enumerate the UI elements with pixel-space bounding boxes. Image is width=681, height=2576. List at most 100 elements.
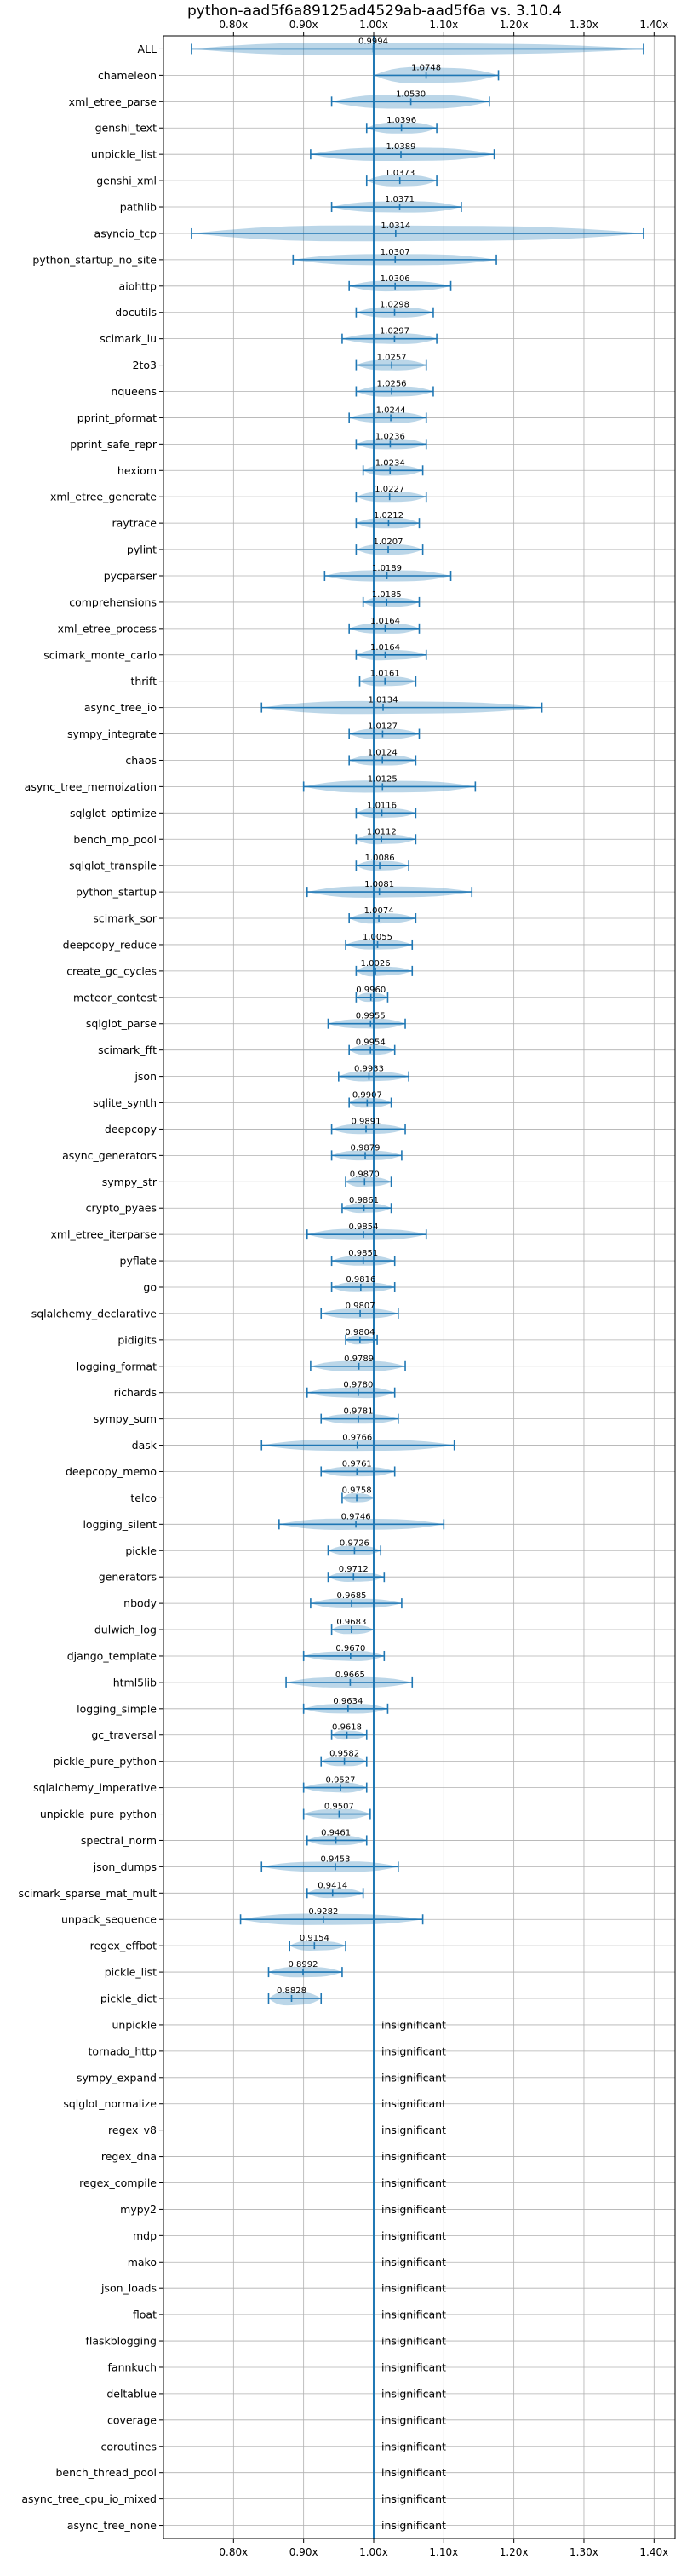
benchmark-label: xml_etree_process xyxy=(58,622,157,635)
x-tick-label-bottom: 1.30x xyxy=(569,2546,598,2558)
value-label: 0.9781 xyxy=(343,1407,373,1417)
chart-title: python-aad5f6a89125ad4529ab-aad5f6a vs. … xyxy=(187,3,562,20)
value-label: 1.0748 xyxy=(411,63,441,72)
benchmark-label: aiohttp xyxy=(119,279,157,292)
value-label: 1.0530 xyxy=(396,89,426,99)
x-tick-label-top: 0.80x xyxy=(219,19,248,31)
value-label: 0.9670 xyxy=(335,1644,365,1653)
value-label: 0.9804 xyxy=(345,1328,375,1337)
insignificant-label: insignificant xyxy=(381,2256,446,2268)
value-label: 0.9807 xyxy=(346,1302,375,1311)
value-label: 1.0055 xyxy=(363,933,392,942)
benchmark-label: flaskblogging xyxy=(85,2335,157,2348)
value-label: 1.0081 xyxy=(364,880,394,889)
benchmark-label: unpickle_list xyxy=(91,148,157,161)
x-tick-label-top: 1.20x xyxy=(500,19,529,31)
insignificant-label: insignificant xyxy=(381,2360,446,2373)
value-label: 1.0112 xyxy=(367,827,397,837)
value-label: 0.9994 xyxy=(358,37,388,46)
insignificant-label: insignificant xyxy=(381,2413,446,2426)
benchmark-label: dask xyxy=(132,1439,157,1452)
value-label: 1.0234 xyxy=(375,458,405,468)
benchmark-label: sqlglot_normalize xyxy=(63,2097,157,2110)
insignificant-label: insignificant xyxy=(381,2203,446,2216)
insignificant-label: insignificant xyxy=(381,2466,446,2479)
benchmark-label: sqlglot_transpile xyxy=(69,860,157,872)
value-label: 1.0256 xyxy=(377,380,407,389)
x-tick-label-top: 1.40x xyxy=(639,19,668,31)
benchmark-label: dulwich_log xyxy=(94,1624,157,1636)
benchmark-label: unpack_sequence xyxy=(61,1913,157,1926)
benchmark-label: raytrace xyxy=(112,517,157,530)
benchmark-label: nqueens xyxy=(111,385,157,398)
benchmark-label: chaos xyxy=(125,754,157,767)
value-label: 1.0124 xyxy=(368,748,398,757)
benchmark-label: generators xyxy=(99,1571,157,1584)
value-label: 0.9854 xyxy=(348,1222,378,1232)
benchmark-label: deepcopy_reduce xyxy=(63,938,157,951)
benchmark-label: docutils xyxy=(115,306,157,319)
benchmark-label: django_template xyxy=(67,1649,157,1662)
value-label: 1.0127 xyxy=(368,722,398,732)
value-label: 0.9712 xyxy=(339,1565,369,1574)
value-label: 1.0161 xyxy=(370,670,400,679)
benchmark-label: async_tree_none xyxy=(67,2519,157,2532)
value-label: 0.9507 xyxy=(324,1803,354,1812)
benchmark-label: coroutines xyxy=(101,2440,157,2452)
benchmark-label: sympy_sum xyxy=(94,1412,157,1425)
benchmark-label: meteor_contest xyxy=(73,991,157,1003)
value-label: 0.9726 xyxy=(340,1538,369,1548)
value-label: 1.0389 xyxy=(386,142,416,152)
value-label: 1.0396 xyxy=(386,116,416,125)
benchmark-label: sqlite_synth xyxy=(93,1096,157,1109)
benchmark-label: sqlalchemy_declarative xyxy=(31,1307,157,1320)
benchmark-label: regex_v8 xyxy=(108,2124,157,2136)
benchmark-label: sqlglot_parse xyxy=(86,1017,157,1030)
x-tick-label-bottom: 0.90x xyxy=(289,2546,318,2558)
value-label: 0.9461 xyxy=(321,1828,351,1837)
benchmark-label: regex_compile xyxy=(79,2176,157,2189)
insignificant-label: insignificant xyxy=(381,2309,446,2321)
value-label: 0.9907 xyxy=(352,1091,382,1101)
value-label: 1.0257 xyxy=(377,354,407,363)
value-label: 0.9154 xyxy=(300,1934,329,1943)
value-label: 0.9527 xyxy=(326,1776,356,1785)
value-label: 0.9758 xyxy=(342,1486,372,1495)
insignificant-label: insignificant xyxy=(381,2493,446,2505)
benchmark-label: python_startup_no_site xyxy=(32,253,157,266)
insignificant-label: insignificant xyxy=(381,2387,446,2400)
benchmark-label: thrift xyxy=(130,675,157,687)
benchmark-label: ALL xyxy=(138,43,157,55)
benchmark-label: python_startup xyxy=(76,886,157,899)
insignificant-label: insignificant xyxy=(381,2097,446,2110)
benchmark-label: logging_simple xyxy=(77,1702,157,1715)
value-label: 0.9414 xyxy=(318,1881,347,1890)
value-label: 1.0371 xyxy=(385,195,415,204)
value-label: 0.9780 xyxy=(343,1381,373,1390)
benchmark-label: xml_etree_iterparse xyxy=(50,1228,157,1241)
value-label: 1.0164 xyxy=(370,643,400,653)
value-label: 1.0185 xyxy=(372,590,402,600)
insignificant-label: insignificant xyxy=(381,2071,446,2084)
benchmark-label: pidigits xyxy=(117,1333,157,1346)
benchmark-label: json_loads xyxy=(100,2282,157,2295)
x-tick-label-top: 1.30x xyxy=(569,19,598,31)
value-label: 1.0227 xyxy=(375,485,404,494)
benchmark-label: logging_format xyxy=(77,1360,157,1372)
benchmark-label: pathlib xyxy=(120,201,157,214)
benchmark-label: xml_etree_generate xyxy=(50,491,157,503)
value-label: 0.9870 xyxy=(350,1170,380,1179)
value-label: 0.9453 xyxy=(320,1854,350,1864)
benchmark-label: nbody xyxy=(123,1597,157,1610)
benchmark-label: pyflate xyxy=(120,1255,157,1268)
benchmark-label: float xyxy=(133,2309,157,2321)
value-label: 1.0189 xyxy=(372,564,402,573)
value-label: 0.9954 xyxy=(356,1038,386,1048)
benchmark-label: tornado_http xyxy=(88,2044,157,2057)
benchmark-label: sqlalchemy_imperative xyxy=(33,1781,157,1794)
x-tick-label-top: 1.00x xyxy=(359,19,388,31)
benchmark-label: scimark_monte_carlo xyxy=(43,648,157,661)
benchmark-label: go xyxy=(143,1281,157,1294)
insignificant-label: insignificant xyxy=(381,2018,446,2031)
benchmark-label: pickle_pure_python xyxy=(54,1755,157,1768)
